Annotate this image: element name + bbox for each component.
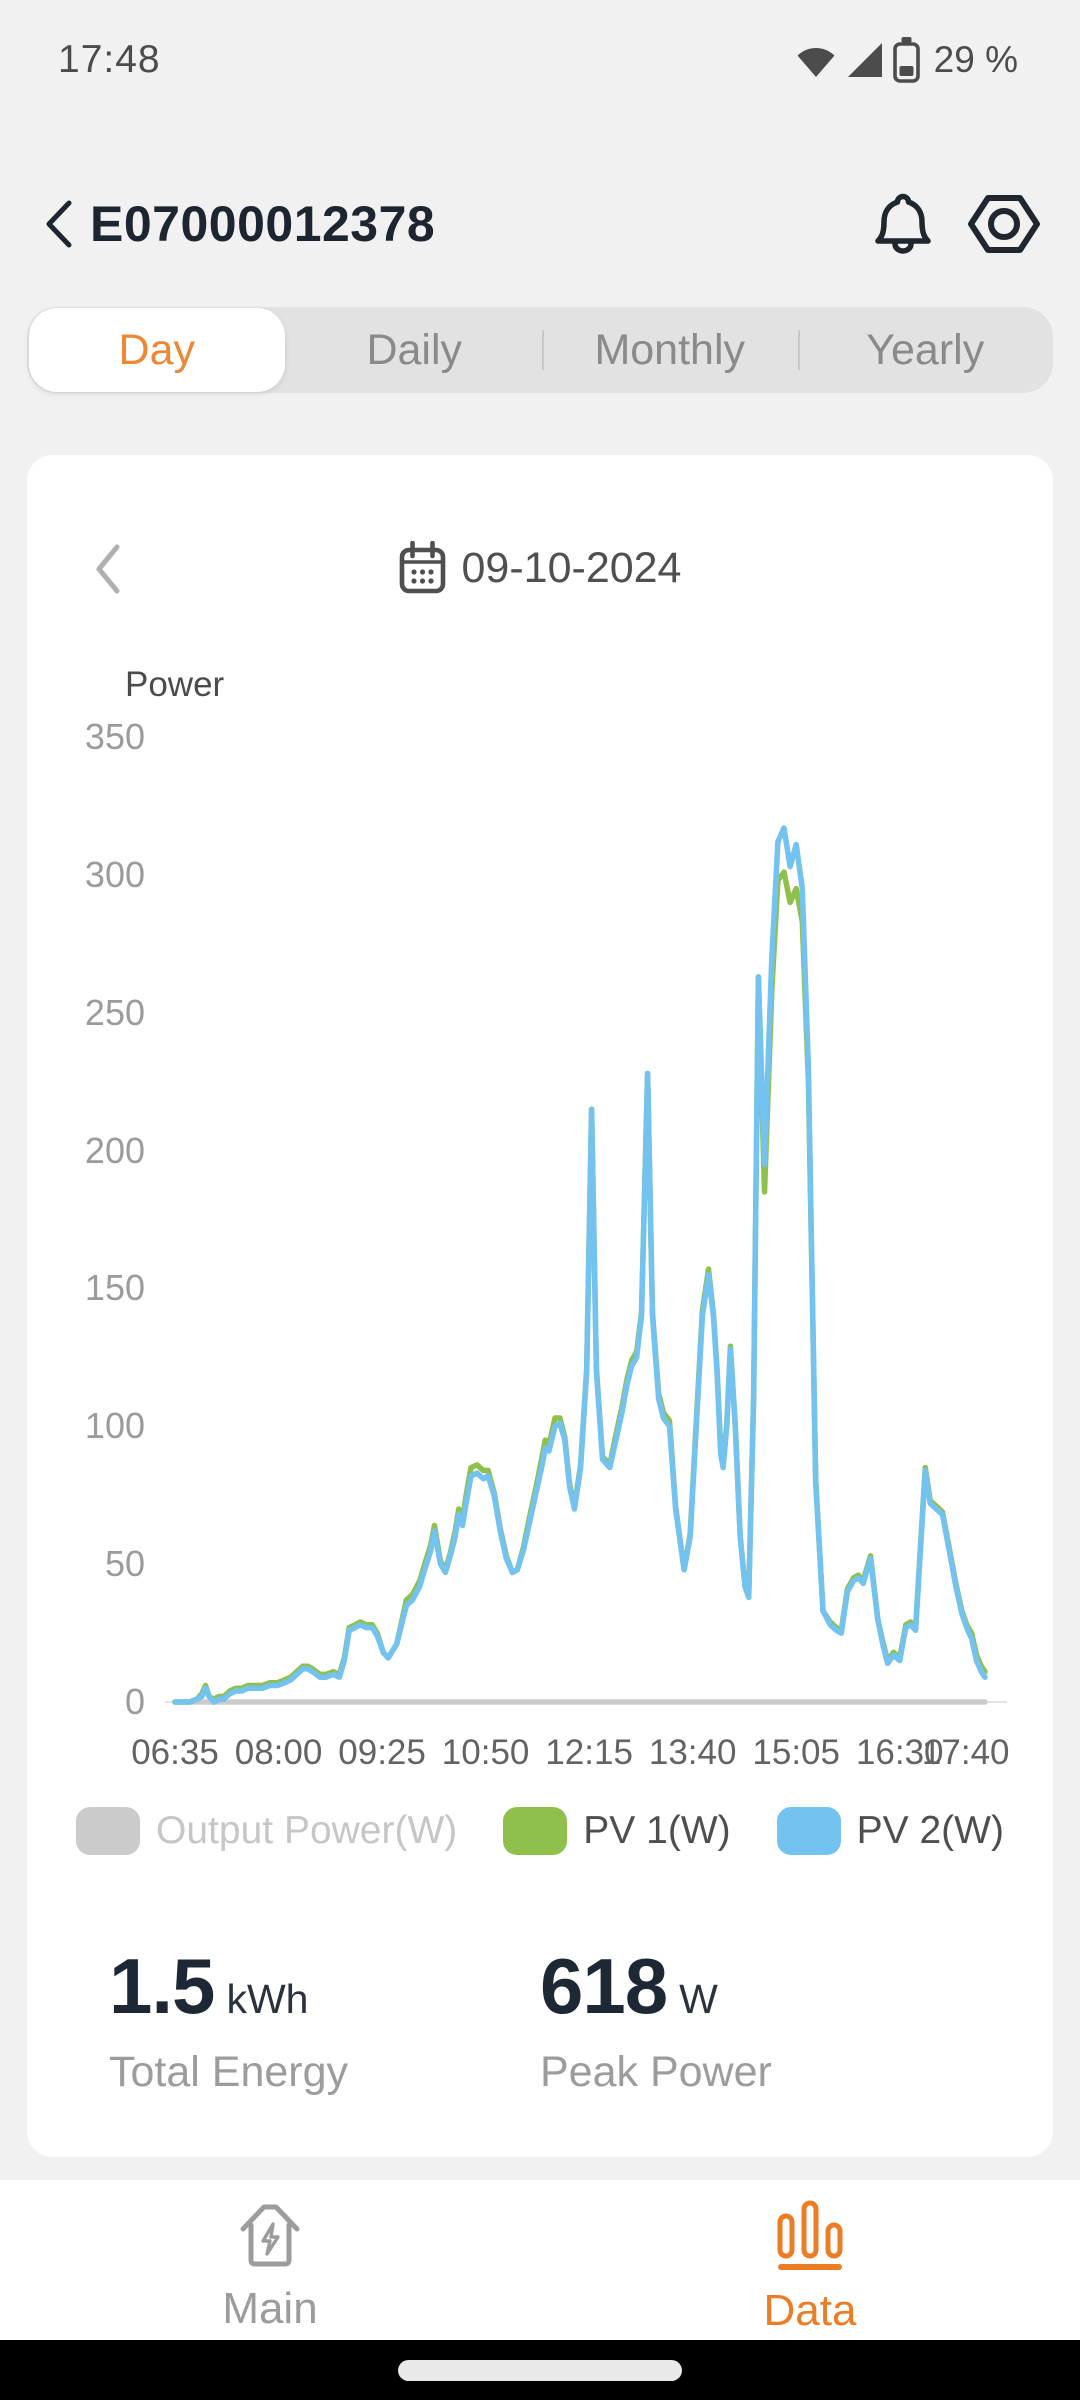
series-PV 2(W) — [172, 825, 988, 1705]
y-tick-200: 200 — [84, 1129, 145, 1171]
notifications-button[interactable] — [874, 192, 932, 256]
y-tick-150: 150 — [84, 1267, 145, 1309]
y-tick-350: 350 — [84, 716, 145, 757]
total-energy-unit: kWh — [226, 1976, 309, 2022]
tab-day[interactable]: Day — [29, 308, 285, 392]
x-tick-13:40: 13:40 — [648, 1733, 737, 1772]
pv1-swatch — [503, 1807, 568, 1855]
tab-divider — [542, 330, 544, 370]
date-row: 09-10-2024 — [27, 539, 1053, 597]
peak-power-stat: 618 W Peak Power — [540, 1941, 1053, 2097]
battery-icon — [892, 37, 920, 83]
tab-divider — [797, 330, 800, 370]
settings-button[interactable] — [968, 194, 1040, 254]
y-tick-250: 250 — [84, 991, 145, 1033]
y-tick-100: 100 — [84, 1405, 145, 1447]
home-energy-icon — [240, 2204, 300, 2267]
status-icons: 29 % — [795, 37, 1018, 83]
bell-icon — [875, 193, 931, 254]
gesture-nav-area — [0, 2340, 1080, 2400]
chevron-left-icon — [46, 200, 72, 247]
cellular-signal-icon — [847, 42, 883, 78]
legend-pv2[interactable]: PV 2(W) — [776, 1807, 1004, 1855]
nut-settings-icon — [968, 194, 1040, 253]
nav-data[interactable]: Data — [700, 2194, 920, 2336]
x-tick-15:05: 15:05 — [752, 1733, 840, 1772]
pv2-swatch — [776, 1807, 841, 1855]
tab-daily[interactable]: Daily — [366, 325, 463, 374]
output-power-swatch — [76, 1807, 141, 1855]
selected-date: 09-10-2024 — [461, 543, 682, 592]
tab-yearly[interactable]: Yearly — [797, 307, 1054, 393]
bottom-nav: Main Data — [0, 2180, 1080, 2340]
y-tick-300: 300 — [84, 853, 145, 895]
header: E07000012378 — [0, 176, 1080, 271]
x-tick-08:00: 08:00 — [234, 1733, 323, 1772]
period-tabs: Day Daily Monthly Yearly — [27, 307, 1053, 393]
back-button[interactable] — [44, 199, 78, 249]
stats-row: 1.5 kWh Total Energy 618 W Peak Power — [27, 1941, 1053, 2097]
peak-power-label: Peak Power — [540, 2048, 772, 2096]
x-tick-09:25: 09:25 — [338, 1733, 426, 1772]
chevron-left-icon — [96, 544, 120, 594]
y-tick-50: 50 — [104, 1543, 145, 1585]
wifi-icon — [795, 42, 837, 78]
device-serial-title: E07000012378 — [90, 195, 436, 252]
nav-main[interactable]: Main — [160, 2194, 380, 2334]
x-tick-16:30: 16:30 — [855, 1733, 944, 1772]
total-energy-value: 1.5 — [109, 1942, 215, 2030]
power-line-chart[interactable] — [27, 455, 1053, 2157]
date-picker[interactable]: 09-10-2024 — [27, 539, 1053, 597]
x-tick-06:35: 06:35 — [131, 1733, 219, 1772]
peak-power-unit: W — [679, 1976, 718, 2022]
y-axis-title: Power — [125, 665, 225, 704]
x-tick-17:40: 17:40 — [921, 1733, 1010, 1772]
home-indicator[interactable] — [398, 2360, 682, 2381]
y-tick-0: 0 — [124, 1681, 145, 1722]
calendar-icon — [399, 541, 445, 594]
legend-pv1[interactable]: PV 1(W) — [503, 1807, 731, 1855]
bar-chart-icon — [777, 2200, 843, 2270]
total-energy-label: Total Energy — [109, 2048, 349, 2096]
x-tick-10:50: 10:50 — [441, 1733, 530, 1772]
chart-card: 09-10-2024 Power 0 50 100 150 200 250 300 350 0… — [27, 455, 1053, 2157]
status-bar: 17:48 29 % — [0, 0, 1080, 110]
battery-percent: 29 % — [933, 39, 1018, 80]
chart-legend: Output Power(W) PV 1(W) PV 2(W) — [27, 1807, 1053, 1855]
peak-power-value: 618 — [540, 1942, 668, 2030]
x-tick-12:15: 12:15 — [545, 1733, 633, 1772]
status-clock: 17:48 — [58, 38, 161, 81]
previous-day-button[interactable] — [95, 543, 121, 600]
total-energy-stat: 1.5 kWh Total Energy — [27, 1941, 540, 2097]
legend-output-power[interactable]: Output Power(W) — [76, 1807, 457, 1855]
tab-monthly[interactable]: Monthly — [542, 307, 798, 393]
